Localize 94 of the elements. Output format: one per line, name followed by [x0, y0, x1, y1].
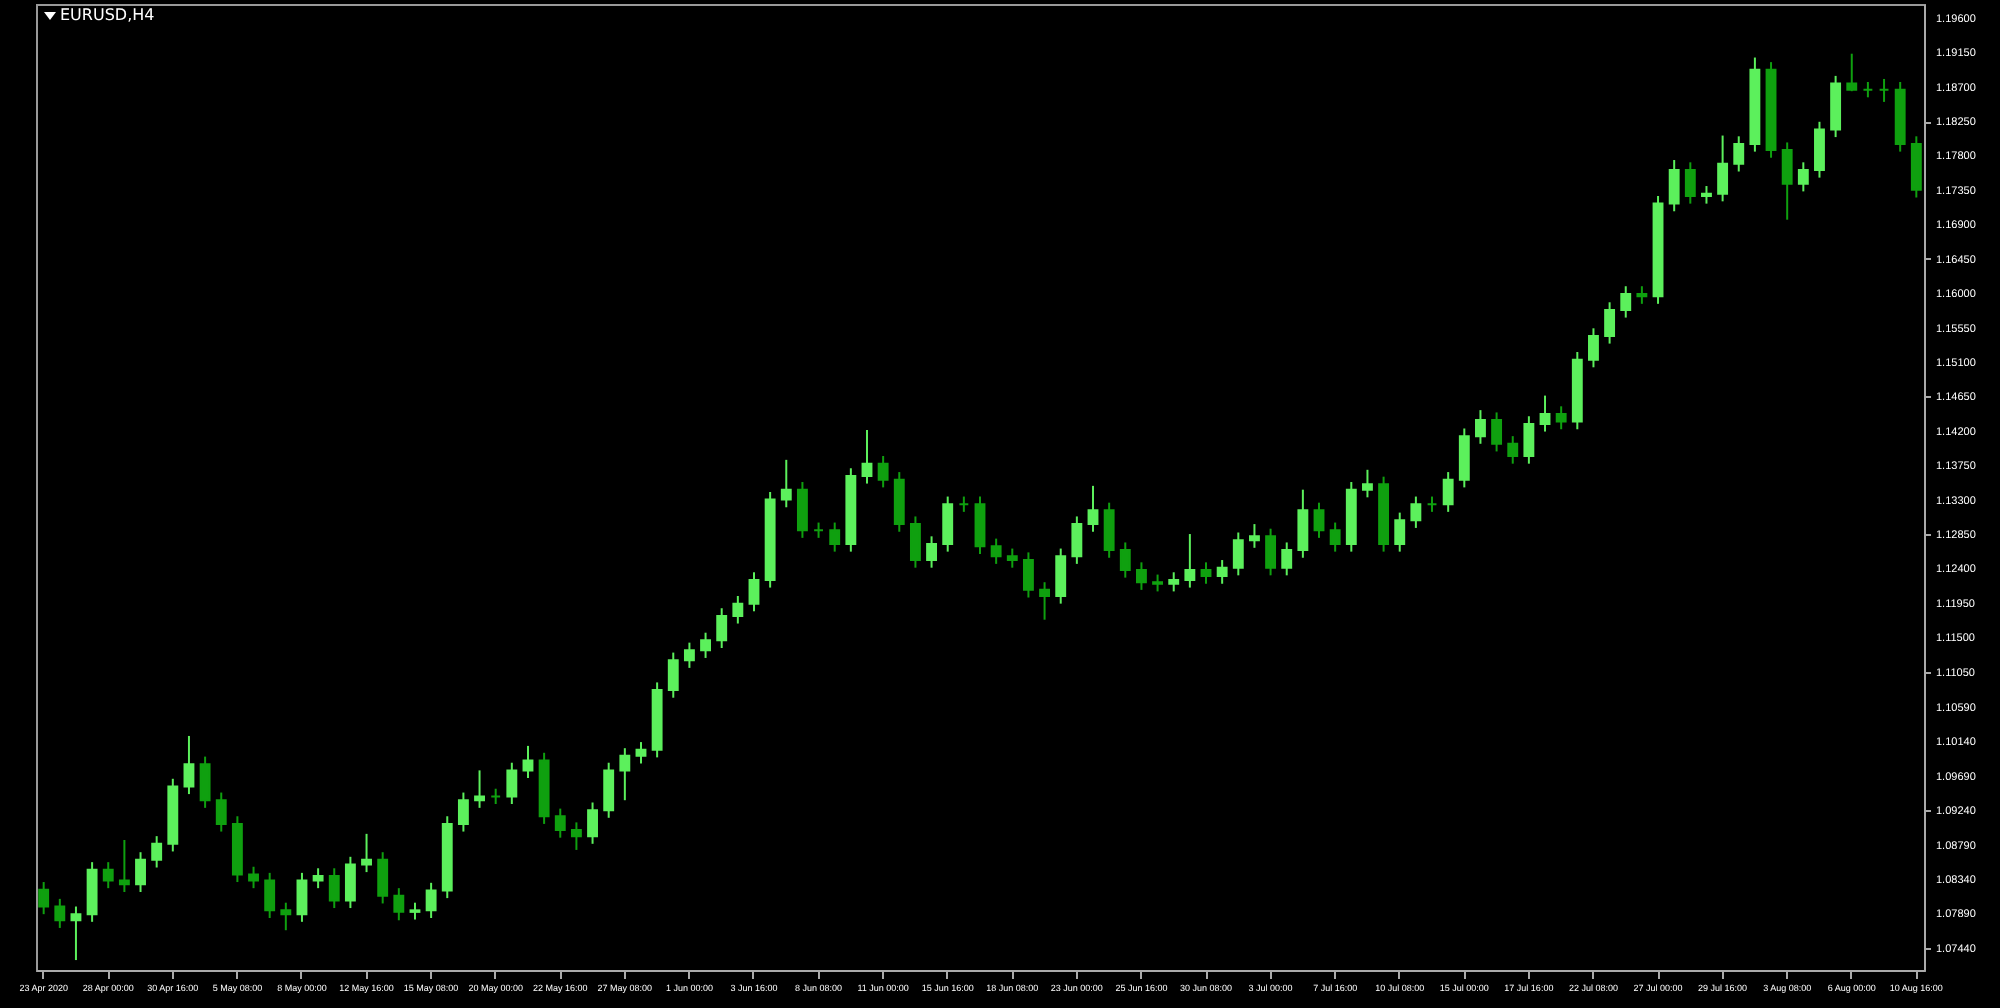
- candlestick: [1814, 120, 1825, 179]
- candlestick: [1200, 561, 1212, 585]
- candlestick: [312, 867, 324, 890]
- candlestick: [474, 769, 485, 809]
- candlestick: [38, 881, 50, 916]
- candlestick: [118, 838, 130, 893]
- candlestick: [1555, 405, 1567, 431]
- candlestick: [1910, 135, 1922, 199]
- candlestick: [1297, 488, 1309, 559]
- candlestick: [1491, 411, 1503, 453]
- candlestick: [926, 535, 938, 569]
- candlestick: [70, 905, 82, 962]
- candlestick: [1039, 581, 1051, 621]
- candlestick: [1668, 159, 1680, 213]
- candlestick: [942, 495, 954, 553]
- candlestick: [1523, 415, 1535, 465]
- candlestick: [1313, 501, 1325, 539]
- candlestick: [1830, 74, 1842, 139]
- candlestick: [909, 515, 921, 569]
- candlestick: [1717, 134, 1729, 203]
- candlestick: [457, 791, 469, 833]
- candlestick: [1249, 523, 1260, 549]
- candlestick: [135, 851, 146, 893]
- candlestick: [603, 761, 615, 819]
- chart-title: EURUSD,H4: [60, 6, 155, 24]
- candlestick: [1136, 561, 1147, 591]
- candlestick: [215, 791, 227, 833]
- candlestick: [86, 861, 98, 923]
- candlestick: [683, 641, 695, 669]
- candlestick: [1588, 327, 1599, 369]
- candlestick: [1006, 547, 1018, 569]
- candlestick: [1394, 511, 1406, 553]
- candlestick: [1846, 52, 1858, 93]
- candlestick: [748, 571, 760, 613]
- candlestick: [1184, 533, 1196, 589]
- candlestick: [264, 871, 276, 919]
- candlestick: [1265, 527, 1277, 577]
- candlestick: [1684, 161, 1696, 205]
- candlestick: [54, 897, 66, 929]
- candlestick: [1022, 551, 1034, 599]
- candlestick: [1620, 285, 1632, 319]
- candlestick: [1087, 484, 1099, 533]
- candlestick: [1216, 559, 1228, 585]
- candlestick: [377, 851, 389, 905]
- candlestick: [1362, 468, 1373, 499]
- candlestick: [344, 855, 356, 910]
- candlestick: [796, 481, 808, 539]
- candlestick: [425, 881, 437, 919]
- candlestick: [974, 495, 986, 555]
- candlestick: [877, 455, 889, 489]
- candlestick: [1329, 521, 1341, 553]
- candlestick: [1119, 541, 1131, 579]
- candlestick: [296, 871, 308, 923]
- candlestick: [861, 429, 873, 485]
- candlestick: [151, 835, 163, 869]
- candlestick: [1103, 501, 1115, 559]
- candlestick: [102, 861, 114, 890]
- candlestick: [393, 887, 405, 922]
- candlestick: [667, 651, 679, 699]
- candlestick: [280, 901, 292, 932]
- candlestick: [1071, 515, 1083, 565]
- candlestick: [1442, 471, 1454, 513]
- candlestick: [522, 744, 534, 780]
- candlestick: [1458, 427, 1470, 489]
- candlestick: [619, 747, 631, 802]
- candlestick: [570, 821, 582, 851]
- candlestick: [716, 607, 728, 649]
- candlestick: [780, 458, 792, 509]
- candlestick: [1055, 547, 1067, 605]
- candlestick: [1232, 531, 1244, 577]
- candlestick: [199, 755, 211, 809]
- candlestick: [1604, 301, 1616, 345]
- candlestick: [829, 521, 841, 553]
- candlestick: [1475, 409, 1486, 445]
- candlestick: [1781, 141, 1793, 221]
- candlestick: [635, 741, 647, 765]
- candlestick: [361, 832, 372, 874]
- candlestick: [1539, 394, 1551, 433]
- candlestick: [183, 734, 195, 796]
- candlestick: [990, 537, 1002, 565]
- candlestick: [1733, 135, 1745, 173]
- candlestick: [506, 761, 518, 806]
- candlestick: [1410, 495, 1422, 529]
- candlestick: [1507, 435, 1519, 465]
- candlestick: [554, 807, 566, 839]
- candlestick: [248, 865, 259, 890]
- candlestick: [328, 867, 340, 910]
- candlestick: [1797, 161, 1809, 193]
- candlestick: [1168, 571, 1180, 593]
- candlestick: [700, 631, 711, 659]
- candlestick: [893, 471, 905, 533]
- candlestick: [1281, 541, 1293, 577]
- candlestick: [587, 801, 598, 845]
- candlestick: [732, 594, 744, 625]
